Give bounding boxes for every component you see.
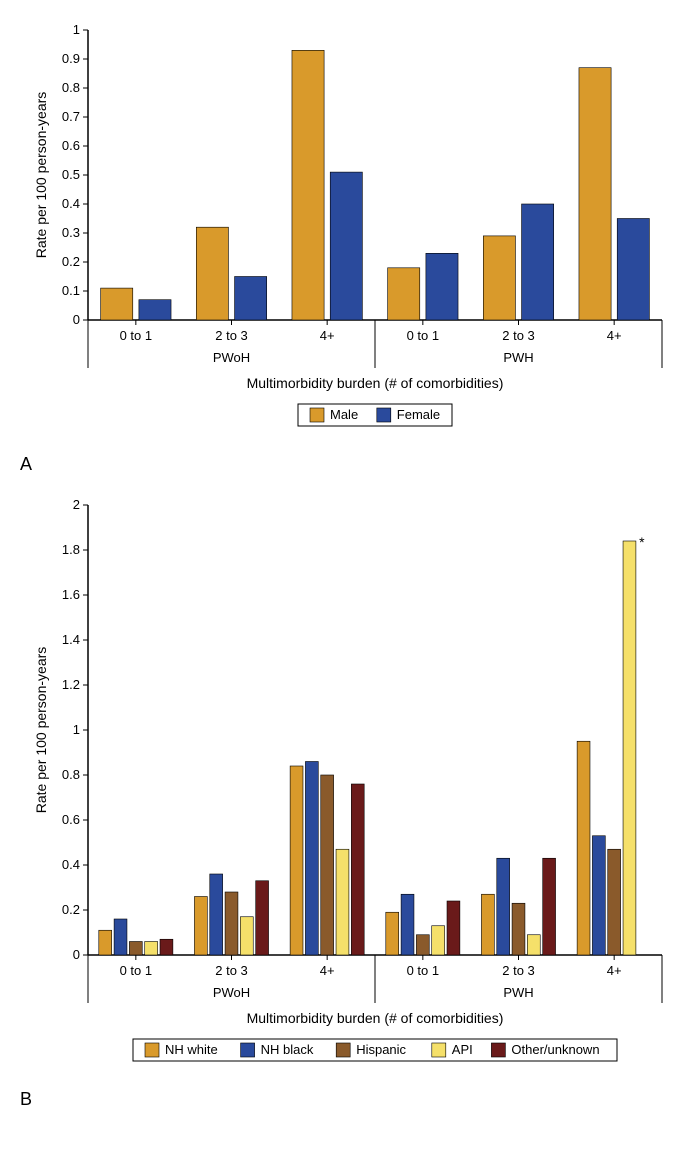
svg-text:0.1: 0.1 xyxy=(62,283,80,298)
svg-text:Multimorbidity burden (# of co: Multimorbidity burden (# of comorbiditie… xyxy=(247,375,504,391)
svg-text:PWH: PWH xyxy=(503,350,533,365)
svg-text:0 to 1: 0 to 1 xyxy=(120,963,153,978)
svg-text:4+: 4+ xyxy=(607,328,622,343)
svg-text:4+: 4+ xyxy=(320,328,335,343)
svg-text:Multimorbidity burden (# of co: Multimorbidity burden (# of comorbiditie… xyxy=(247,1010,504,1026)
svg-text:0.8: 0.8 xyxy=(62,767,80,782)
svg-text:1.4: 1.4 xyxy=(62,632,80,647)
svg-text:0.2: 0.2 xyxy=(62,254,80,269)
svg-text:4+: 4+ xyxy=(607,963,622,978)
chart-panel-b: 0 0.2 0.4 0.6 0.8 1 1.2 1.4 1.6 1.8 2 Rate per 100 … xyxy=(20,495,672,1110)
svg-text:0 to 1: 0 to 1 xyxy=(120,328,153,343)
svg-text:NH white: NH white xyxy=(165,1042,218,1057)
svg-text:PWoH: PWoH xyxy=(213,985,250,1000)
svg-text:Rate per 100 person-years: Rate per 100 person-years xyxy=(33,647,49,814)
svg-text:0.4: 0.4 xyxy=(62,196,80,211)
svg-text:Other/unknown: Other/unknown xyxy=(511,1042,599,1057)
svg-text:0.3: 0.3 xyxy=(62,225,80,240)
svg-text:2 to 3: 2 to 3 xyxy=(502,328,535,343)
svg-text:2 to 3: 2 to 3 xyxy=(215,963,248,978)
svg-text:NH black: NH black xyxy=(261,1042,314,1057)
svg-text:0.6: 0.6 xyxy=(62,138,80,153)
svg-text:0.7: 0.7 xyxy=(62,109,80,124)
svg-text:0: 0 xyxy=(73,312,80,327)
panel-label-a: A xyxy=(20,454,672,475)
svg-text:0 to 1: 0 to 1 xyxy=(407,963,440,978)
svg-text:1.6: 1.6 xyxy=(62,587,80,602)
svg-text:PWoH: PWoH xyxy=(213,350,250,365)
svg-text:0 to 1: 0 to 1 xyxy=(407,328,440,343)
svg-text:2 to 3: 2 to 3 xyxy=(502,963,535,978)
chart-b-svg: 0 0.2 0.4 0.6 0.8 1 1.2 1.4 1.6 1.8 2 Rate per 100 … xyxy=(20,495,672,1085)
svg-text:0: 0 xyxy=(73,947,80,962)
svg-text:1: 1 xyxy=(73,22,80,37)
chart-panel-a: 0 0.1 0.2 0.3 0.4 0.5 0.6 0.7 0.8 0.9 1 Rate per 10… xyxy=(20,20,672,475)
svg-text:2: 2 xyxy=(73,497,80,512)
chart-b-wrap: 0 0.2 0.4 0.6 0.8 1 1.2 1.4 1.6 1.8 2 Rate per 100 … xyxy=(20,495,672,1085)
chart-a-wrap: 0 0.1 0.2 0.3 0.4 0.5 0.6 0.7 0.8 0.9 1 Rate per 10… xyxy=(20,20,672,450)
svg-text:0.8: 0.8 xyxy=(62,80,80,95)
svg-text:0.5: 0.5 xyxy=(62,167,80,182)
svg-text:4+: 4+ xyxy=(320,963,335,978)
svg-text:1: 1 xyxy=(73,722,80,737)
svg-text:Rate per 100 person-years: Rate per 100 person-years xyxy=(33,92,49,259)
svg-text:Male: Male xyxy=(330,407,358,422)
svg-text:1.2: 1.2 xyxy=(62,677,80,692)
svg-text:*: * xyxy=(639,534,645,550)
svg-text:0.2: 0.2 xyxy=(62,902,80,917)
svg-text:Female: Female xyxy=(397,407,440,422)
svg-text:2 to 3: 2 to 3 xyxy=(215,328,248,343)
svg-text:0.6: 0.6 xyxy=(62,812,80,827)
svg-text:0.4: 0.4 xyxy=(62,857,80,872)
svg-text:PWH: PWH xyxy=(503,985,533,1000)
svg-text:Hispanic: Hispanic xyxy=(356,1042,406,1057)
svg-text:API: API xyxy=(452,1042,473,1057)
svg-text:0.9: 0.9 xyxy=(62,51,80,66)
chart-a-svg: 0 0.1 0.2 0.3 0.4 0.5 0.6 0.7 0.8 0.9 1 Rate per 10… xyxy=(20,20,672,450)
panel-label-b: B xyxy=(20,1089,672,1110)
svg-text:1.8: 1.8 xyxy=(62,542,80,557)
